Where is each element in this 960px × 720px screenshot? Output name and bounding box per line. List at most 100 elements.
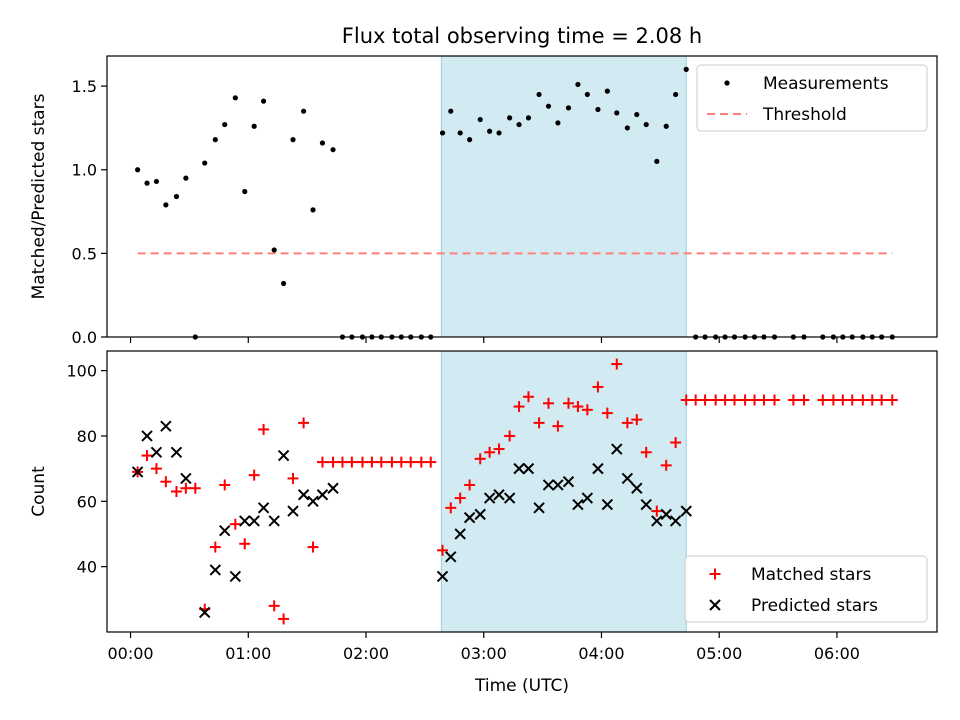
predicted-stars-point-40-b — [631, 482, 643, 494]
bot-frame — [106, 350, 938, 633]
predicted-stars-point-28-b — [513, 462, 525, 475]
predicted-stars-point-9 — [229, 570, 242, 583]
x-tick-label-0: 00:00 — [107, 644, 153, 663]
matched-stars-point-64 — [758, 394, 770, 406]
measurements-point-11 — [242, 188, 248, 195]
measurements-point-8 — [212, 137, 218, 143]
measurements-point-20 — [330, 147, 336, 153]
matched-stars-point-54 — [660, 459, 672, 471]
measurements-point-41 — [536, 91, 542, 98]
measurements-point-14 — [271, 247, 277, 253]
predicted-stars-point-9-b — [229, 570, 242, 583]
bot-span-fill — [441, 351, 687, 632]
measurements-point-16 — [290, 137, 296, 143]
matched-stars-point-56 — [680, 394, 692, 406]
predicted-stars-point-38 — [611, 443, 623, 455]
bottom-panel-counts: 40 60 80 100 00:00 01:00 02:00 03:00 04:00 05:00 0… — [29, 350, 938, 663]
predicted-stars-point-43 — [660, 508, 672, 521]
predicted-stars-point-14 — [277, 449, 290, 462]
measurements-point-39 — [516, 121, 522, 128]
predicted-stars-point-37-b — [601, 498, 614, 511]
matched-stars-point-57 — [690, 394, 702, 406]
matched-stars-point-34 — [464, 479, 476, 491]
predicted-stars-point-32 — [552, 479, 564, 491]
predicted-stars-point-24 — [474, 508, 486, 521]
matched-stars-point-32 — [445, 502, 457, 514]
predicted-stars-point-6 — [199, 606, 211, 619]
measurements-point-2 — [153, 178, 160, 185]
measurements-point-42 — [545, 103, 552, 109]
predicted-stars-point-38-b — [611, 443, 623, 455]
matched-stars-point-33 — [454, 492, 466, 504]
matched-stars-point-41 — [533, 417, 545, 429]
predicted-stars-point-12 — [257, 502, 270, 514]
predicted-stars-point-45-b — [680, 505, 692, 517]
predicted-stars-point-10 — [239, 515, 251, 527]
x-tick-label-1: 01:00 — [225, 644, 271, 663]
matched-stars-point-29 — [415, 456, 427, 468]
measurements-point-52 — [643, 121, 649, 128]
predicted-stars-point-36 — [592, 462, 604, 475]
matched-stars-point-9 — [219, 479, 231, 491]
predicted-stars-point-15 — [287, 505, 299, 517]
measurements-point-49 — [614, 110, 620, 116]
matched-stars-point-53 — [651, 505, 663, 517]
measurements-point-7 — [202, 160, 208, 166]
measurements-point-54 — [663, 123, 669, 129]
matched-stars-point-47 — [592, 381, 604, 393]
measurements-point-40 — [525, 115, 532, 121]
matched-stars-point-61 — [729, 394, 741, 406]
matched-stars-point-20 — [327, 456, 339, 468]
predicted-stars-point-19 — [327, 482, 339, 494]
predicted-stars-point-29 — [522, 462, 535, 475]
matched-stars-point-55 — [670, 436, 682, 448]
matched-stars-point-45 — [572, 401, 584, 413]
predicted-stars-point-40 — [631, 482, 643, 494]
predicted-stars-point-7-b — [209, 564, 222, 576]
matched-stars-point-74 — [876, 394, 888, 406]
predicted-stars-point-13 — [268, 515, 280, 527]
matched-stars-point-43 — [552, 420, 564, 432]
matched-stars-point-58 — [699, 394, 711, 406]
predicted-stars-point-37 — [601, 498, 614, 511]
matched-stars-point-59 — [710, 394, 722, 406]
bottom-panel-legend: Matched stars Predicted stars — [684, 555, 928, 623]
matched-stars-point-68 — [817, 394, 829, 406]
bot-legend-label-1: Predicted stars — [751, 596, 878, 616]
top-legend-label-0: Measurements — [763, 74, 889, 94]
matched-stars-point-72 — [857, 394, 869, 406]
matched-stars-point-40 — [522, 391, 534, 403]
x-tick-label-5: 05:00 — [696, 644, 742, 663]
matched-stars-point-63 — [749, 394, 761, 406]
predicted-stars-point-27-b — [503, 492, 516, 504]
top-legend-label-1: Threshold — [762, 105, 847, 125]
predicted-stars-point-10-b — [239, 515, 251, 527]
matched-stars-point-66 — [787, 394, 799, 406]
measurements-point-34 — [467, 137, 473, 143]
predicted-stars-point-45 — [680, 505, 692, 517]
matched-stars-point-2 — [150, 463, 162, 475]
measurements-point-47 — [595, 106, 601, 113]
predicted-stars-point-25 — [483, 492, 496, 504]
measurements-point-5 — [183, 175, 189, 181]
top-span-fill — [441, 56, 687, 337]
measurements-point-17 — [301, 108, 307, 114]
top-panel-legend: Measurements Threshold — [696, 64, 928, 132]
measurements-point-46 — [584, 91, 590, 98]
matched-stars-point-3 — [160, 476, 172, 488]
matched-stars-point-4 — [170, 486, 182, 497]
matched-stars-point-19 — [316, 456, 328, 468]
predicted-stars-point-34 — [572, 498, 584, 511]
top-y-tick-label-2: 1.0 — [72, 161, 97, 180]
matched-stars-point-21 — [336, 456, 348, 468]
predicted-stars-point-23 — [463, 511, 476, 524]
measurements-point-13 — [260, 98, 267, 104]
matched-stars-point-52 — [640, 446, 652, 458]
predicted-stars-point-34-b — [572, 498, 584, 511]
measurements-point-9 — [222, 121, 228, 128]
predicted-stars-point-8-b — [219, 525, 231, 537]
predicted-stars-point-11 — [248, 515, 260, 527]
measurements-point-50 — [624, 125, 630, 131]
measurements-point-19 — [319, 140, 326, 146]
